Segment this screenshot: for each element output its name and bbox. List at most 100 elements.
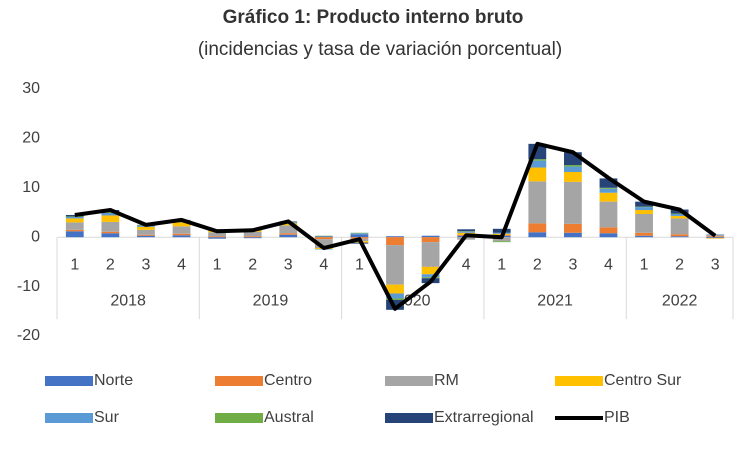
bar-segment: [635, 210, 653, 214]
legend-swatch: [385, 413, 433, 423]
x-group-label: 2021: [537, 292, 573, 309]
bar-segment: [101, 233, 120, 238]
legend-swatch: [385, 376, 433, 386]
x-tick-label: 3: [141, 256, 150, 273]
legend-label: Extrarregional: [434, 409, 534, 426]
bar-segment: [101, 212, 120, 213]
x-group-label: 2018: [110, 292, 146, 309]
y-tick-label: 0: [31, 228, 40, 245]
bar-segment: [65, 229, 84, 232]
bar-segment: [421, 277, 440, 279]
bar-segment: [172, 235, 191, 238]
bar-segment: [670, 215, 689, 219]
y-tick-label: 10: [22, 179, 40, 196]
x-tick-label: 3: [711, 256, 720, 273]
legend-swatch: [215, 413, 263, 423]
x-tick-label: 3: [568, 256, 577, 273]
y-tick-label: 20: [22, 130, 40, 147]
bar-segment: [279, 233, 298, 235]
bar-segment: [65, 214, 84, 217]
x-tick-label: 1: [70, 256, 79, 273]
chart-title: Gráfico 1: Producto interno bruto: [223, 7, 524, 28]
bar-segment: [421, 242, 440, 267]
bar-segment: [635, 235, 653, 238]
bar-segment: [564, 181, 582, 224]
bar-segment: [65, 231, 84, 238]
bar-segment: [350, 234, 369, 238]
x-tick-label: 1: [355, 256, 364, 273]
x-tick-label: 2: [106, 256, 115, 273]
bar-segment: [137, 229, 155, 235]
bar-segment: [564, 166, 582, 172]
legend-label: Sur: [94, 409, 120, 426]
x-group-label: 2020: [395, 292, 431, 309]
bar-segment: [528, 232, 547, 238]
bar-segment: [172, 222, 191, 227]
bar-segment: [421, 274, 440, 278]
bar-segment: [670, 236, 689, 238]
bar-segment: [421, 235, 440, 238]
bar-segment: [243, 236, 262, 238]
bar-segment: [137, 235, 155, 238]
bar-segment: [599, 192, 618, 202]
x-tick-label: 4: [462, 256, 471, 273]
x-tick-label: 2: [248, 256, 257, 273]
bar-segment: [421, 237, 440, 243]
bar-segment: [243, 231, 262, 237]
bar-segment: [564, 232, 582, 238]
x-tick-label: 2: [675, 256, 684, 273]
bar-segment: [386, 293, 404, 299]
bar-segment: [386, 245, 404, 285]
bar-segment: [279, 223, 298, 226]
bar-segment: [457, 231, 476, 233]
bar-segment: [599, 227, 618, 234]
bar-segment: [137, 226, 155, 230]
legend-label: Austral: [264, 409, 314, 426]
chart-subtitle: (incidencias y tasa de variación porcent…: [198, 39, 562, 60]
bar-segment: [599, 187, 618, 189]
bar-segment: [208, 237, 226, 239]
x-tick-label: 4: [604, 256, 613, 273]
bar-segment: [137, 234, 155, 236]
legend-label: PIB: [604, 409, 630, 426]
x-tick-label: 1: [640, 256, 649, 273]
legend-swatch: [215, 376, 263, 386]
bar-segment: [528, 160, 547, 168]
bar-segment: [243, 237, 262, 239]
bar-segment: [386, 237, 404, 246]
bar-segment: [279, 225, 298, 234]
bar-segment: [635, 232, 653, 236]
bar-segment: [492, 228, 511, 233]
x-tick-label: 1: [497, 256, 506, 273]
bar-segment: [208, 232, 226, 237]
bar-segment: [421, 266, 440, 275]
bar-segment: [492, 241, 511, 243]
bar-segment: [635, 213, 653, 233]
bar-segment: [599, 188, 618, 193]
bar-segment: [599, 201, 618, 228]
y-tick-label: -20: [17, 327, 40, 344]
bar-segment: [528, 181, 547, 224]
legend-swatch: [45, 413, 93, 423]
x-tick-label: 4: [319, 256, 328, 273]
bar-segment: [528, 167, 547, 182]
bar-segment: [564, 171, 582, 182]
bar-segment: [457, 229, 476, 232]
bar-segment: [528, 159, 547, 161]
bar-segment: [279, 234, 298, 238]
bar-segment: [706, 236, 725, 238]
bar-segment: [564, 223, 582, 233]
x-group-label: 2019: [253, 292, 289, 309]
x-tick-label: 2: [533, 256, 542, 273]
bar-segment: [350, 233, 369, 235]
bar-segment: [386, 284, 404, 294]
bar-segment: [65, 218, 84, 223]
legend-swatch: [45, 376, 93, 386]
bar-segment: [564, 165, 582, 167]
bar-segment: [314, 237, 333, 240]
bar-segment: [101, 231, 120, 234]
bar-segment: [386, 298, 404, 300]
x-tick-label: 1: [213, 256, 222, 273]
